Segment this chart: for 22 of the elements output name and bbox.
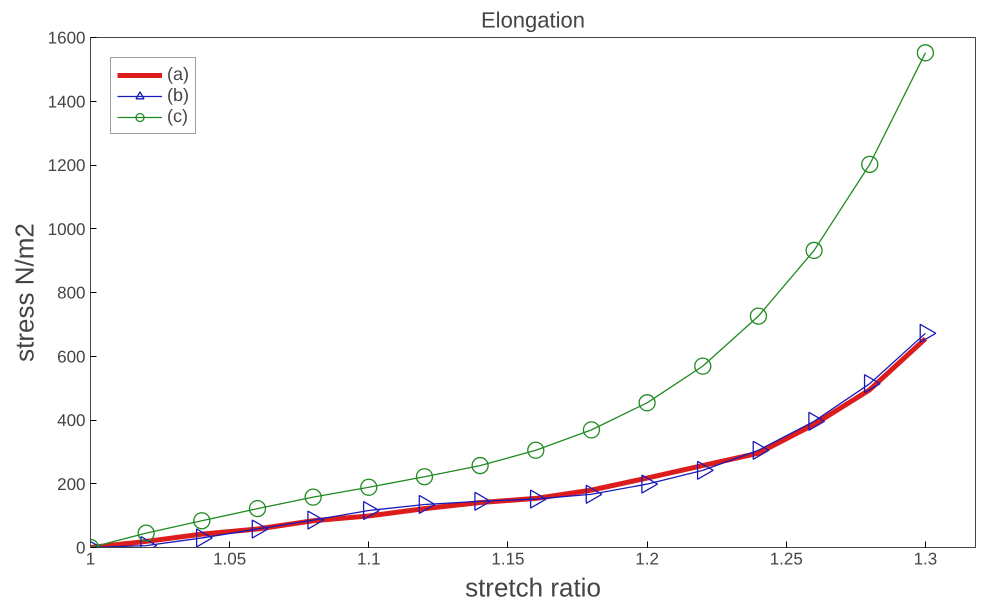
legend-label: (a) bbox=[167, 64, 189, 85]
x-tick-label: 1.3 bbox=[914, 550, 938, 568]
x-tick-label: 1.2 bbox=[635, 550, 659, 568]
y-tick-label: 800 bbox=[57, 284, 86, 302]
y-tick-label: 600 bbox=[57, 347, 86, 366]
legend-label: (c) bbox=[167, 106, 188, 127]
x-tick-label: 1.1 bbox=[356, 550, 381, 568]
y-tick-label: 1400 bbox=[48, 92, 86, 112]
y-axis-title: stress N/m2 bbox=[10, 223, 40, 362]
chart-title: Elongation bbox=[481, 8, 585, 32]
x-tick-label: 1.25 bbox=[770, 550, 803, 568]
x-tick-label: 1 bbox=[86, 550, 96, 568]
y-tick-label: 0 bbox=[76, 538, 86, 558]
y-tick-label: 1200 bbox=[48, 156, 86, 175]
y-tick-label: 200 bbox=[57, 474, 86, 494]
y-tick-label: 1000 bbox=[48, 220, 86, 239]
y-tick-label: 1600 bbox=[48, 28, 86, 48]
x-axis-title: stretch ratio bbox=[465, 572, 601, 602]
x-tick-label: 1.15 bbox=[491, 550, 525, 568]
x-tick-label: 1.05 bbox=[213, 550, 246, 568]
y-tick-label: 400 bbox=[57, 411, 86, 430]
legend-label: (b) bbox=[167, 85, 189, 106]
